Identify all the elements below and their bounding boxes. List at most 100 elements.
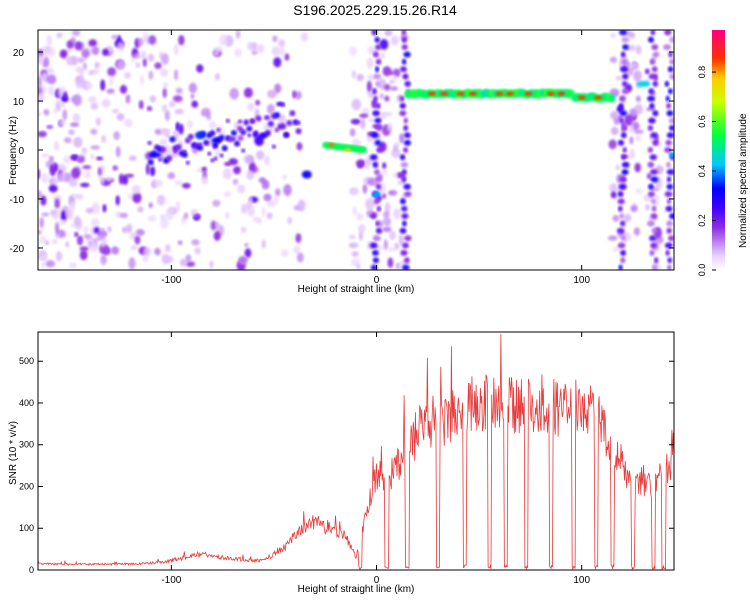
noise-blob — [48, 184, 58, 193]
noise-blob — [129, 231, 137, 240]
noise-blob — [90, 217, 100, 228]
noise-blob — [119, 84, 128, 94]
noise-blob — [212, 199, 221, 207]
noise-blob — [300, 32, 309, 42]
noise-blob — [167, 172, 176, 180]
column-blob — [651, 205, 657, 212]
noise-blob — [186, 120, 194, 129]
column-blob — [649, 154, 658, 161]
noise-blob — [248, 209, 255, 216]
noise-blob — [128, 257, 136, 270]
column-blob — [650, 169, 658, 175]
noise-blob — [55, 233, 61, 239]
noise-blob — [179, 258, 187, 267]
noise-blob — [361, 107, 370, 116]
x-tick-label: -100 — [161, 575, 181, 586]
noise-blob — [634, 162, 641, 173]
noise-blob — [90, 128, 98, 135]
noise-blob — [610, 110, 619, 120]
noise-blob — [635, 188, 643, 195]
noise-blob — [162, 81, 169, 89]
column-blob — [648, 183, 654, 190]
noise-blob — [148, 35, 157, 45]
column-blob — [369, 154, 378, 161]
noise-blob — [394, 242, 400, 251]
noise-blob — [38, 94, 45, 103]
snr-frame — [37, 331, 675, 571]
streak-blob — [187, 133, 194, 140]
noise-blob — [154, 247, 161, 256]
noise-blob — [615, 75, 623, 81]
tone-blob — [609, 94, 616, 103]
streak-blob — [243, 119, 250, 126]
noise-blob — [255, 99, 261, 106]
noise-blob — [145, 163, 150, 176]
colorbar-tick-label: 0.2 — [697, 214, 707, 227]
noise-blob — [240, 226, 247, 234]
streak-blob — [216, 128, 221, 132]
noise-blob — [97, 167, 102, 177]
column-blob — [399, 102, 406, 109]
noise-blob — [154, 128, 162, 135]
column-blob — [652, 51, 660, 58]
noise-blob — [52, 195, 63, 202]
column-blob — [648, 117, 656, 124]
x-tick-label: -100 — [161, 275, 181, 286]
noise-blob — [391, 148, 401, 159]
noise-blob — [96, 156, 104, 161]
column-blob — [372, 257, 379, 264]
noise-blob — [234, 48, 242, 58]
column-blob — [622, 125, 628, 131]
y-tick-label: 20 — [13, 48, 25, 59]
column-blob — [619, 220, 626, 227]
noise-blob — [41, 261, 46, 269]
column-blob — [401, 176, 407, 183]
noise-blob — [55, 222, 60, 234]
noise-blob — [83, 234, 92, 239]
noise-blob — [82, 165, 92, 170]
column-blob — [620, 257, 626, 264]
noise-blob — [210, 220, 217, 231]
noise-blob — [146, 105, 153, 112]
noise-blob — [209, 260, 214, 269]
noise-blob — [381, 168, 388, 176]
noise-blob — [163, 255, 174, 264]
noise-blob — [55, 251, 63, 262]
column-blob — [401, 44, 408, 51]
noise-blob — [214, 148, 221, 158]
noise-blob — [396, 172, 404, 178]
noise-blob — [384, 202, 391, 215]
noise-blob — [351, 250, 359, 257]
noise-blob — [365, 198, 375, 210]
noise-blob — [201, 166, 208, 172]
noise-blob — [63, 137, 72, 144]
noise-blob — [366, 80, 372, 92]
noise-blob — [66, 55, 76, 66]
noise-blob — [645, 203, 650, 211]
noise-blob — [352, 206, 358, 216]
column-blob — [372, 249, 379, 256]
noise-blob — [350, 118, 361, 125]
noise-blob — [267, 89, 277, 99]
noise-blob — [626, 44, 636, 52]
column-blob — [666, 198, 672, 205]
noise-blob — [382, 162, 387, 169]
noise-blob — [356, 263, 361, 270]
noise-blob — [383, 84, 391, 91]
column-blob — [369, 242, 378, 249]
noise-blob — [237, 184, 246, 194]
noise-blob — [115, 195, 120, 206]
noise-blob — [349, 128, 356, 137]
x-tick-label: 0 — [374, 575, 380, 586]
noise-blob — [95, 117, 101, 126]
noise-blob — [263, 155, 271, 166]
noise-blob — [68, 129, 75, 136]
tone-peak-blob — [427, 91, 436, 96]
column-blob — [664, 242, 673, 249]
column-blob — [399, 154, 406, 161]
column-blob — [621, 154, 626, 161]
column-blob — [669, 58, 674, 65]
noise-blob — [208, 121, 217, 130]
noise-blob — [388, 190, 398, 196]
streak-blob — [175, 144, 182, 151]
